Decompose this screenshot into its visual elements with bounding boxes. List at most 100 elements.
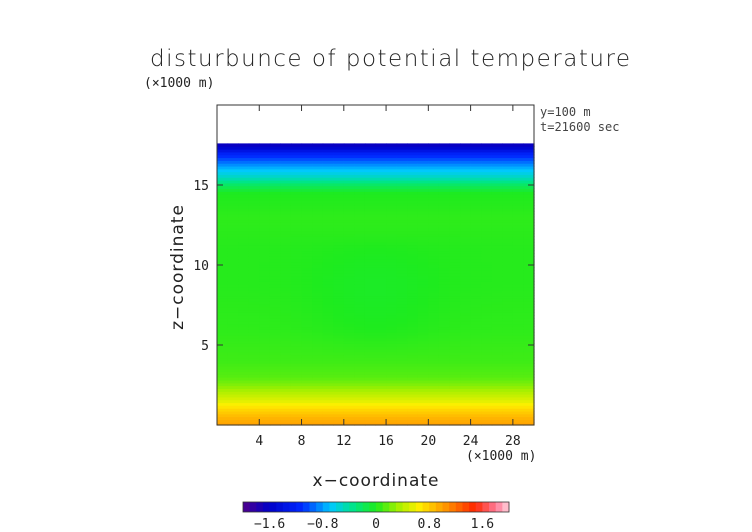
heatmap-cell xyxy=(259,289,271,294)
heatmap-cell xyxy=(491,405,503,409)
heatmap-cell xyxy=(333,354,345,359)
heatmap-cell xyxy=(407,292,419,297)
heatmap-cell xyxy=(470,329,482,333)
heatmap-cell xyxy=(470,371,482,375)
heatmap-cell xyxy=(407,416,419,420)
heatmap-cell xyxy=(502,157,514,161)
heatmap-cell xyxy=(269,303,281,308)
heatmap-cell xyxy=(438,301,451,305)
heatmap-cell xyxy=(470,213,482,218)
heatmap-cell xyxy=(333,334,345,339)
heatmap-cell xyxy=(301,289,313,294)
heatmap-cell xyxy=(438,312,451,316)
heatmap-cell xyxy=(217,236,229,240)
heatmap-cell xyxy=(512,346,525,350)
heatmap-cell xyxy=(428,289,440,294)
heatmap-cell xyxy=(333,174,345,178)
heatmap-cell xyxy=(375,261,387,266)
heatmap-cell xyxy=(227,408,239,412)
heatmap-cell xyxy=(491,363,503,367)
heatmap-cell xyxy=(354,222,366,226)
heatmap-cell xyxy=(481,250,493,254)
heatmap-cell xyxy=(259,146,271,150)
heatmap-cell xyxy=(396,315,408,319)
heatmap-cell xyxy=(280,374,292,378)
heatmap-cell xyxy=(386,180,398,184)
heatmap-cell xyxy=(449,281,461,285)
heatmap-cell xyxy=(269,354,281,359)
heatmap-cell xyxy=(438,360,451,364)
heatmap-cell xyxy=(364,326,377,330)
heatmap-cell xyxy=(460,233,472,237)
heatmap-cell xyxy=(312,160,324,164)
heatmap-cell xyxy=(322,258,334,263)
heatmap-cell xyxy=(491,143,503,147)
heatmap-cell xyxy=(481,408,493,412)
heatmap-cell xyxy=(322,354,334,359)
heatmap-cell xyxy=(375,194,387,198)
heatmap-cell xyxy=(238,289,250,294)
heatmap-cell xyxy=(481,253,493,257)
heatmap-cell xyxy=(386,394,398,398)
heatmap-cell xyxy=(375,202,387,206)
heatmap-cell xyxy=(386,233,398,237)
heatmap-cell xyxy=(407,247,419,252)
heatmap-cell xyxy=(523,374,535,378)
heatmap-cell xyxy=(428,416,440,420)
heatmap-cell xyxy=(491,210,503,215)
heatmap-cell xyxy=(407,312,419,316)
heatmap-cell xyxy=(502,258,514,263)
heatmap-cell xyxy=(301,225,313,229)
heatmap-cell xyxy=(449,413,461,418)
heatmap-cell xyxy=(449,385,461,389)
heatmap-cell xyxy=(333,230,345,235)
heatmap-cell xyxy=(512,374,525,378)
heatmap-cell xyxy=(396,416,408,420)
heatmap-cell xyxy=(217,419,229,423)
heatmap-cell xyxy=(290,388,303,392)
heatmap-cell xyxy=(238,391,250,395)
heatmap-cell xyxy=(290,363,303,367)
heatmap-cell xyxy=(396,371,408,375)
heatmap-cell xyxy=(280,272,292,277)
heatmap-cell xyxy=(312,256,324,260)
heatmap-cell xyxy=(322,239,334,243)
heatmap-cell xyxy=(259,399,271,404)
heatmap-cell xyxy=(364,399,377,404)
heatmap-cell xyxy=(491,348,503,353)
heatmap-cell xyxy=(386,174,398,178)
heatmap-cell xyxy=(333,391,345,395)
heatmap-cell xyxy=(375,233,387,237)
heatmap-cell xyxy=(280,174,292,178)
heatmap-cell xyxy=(470,301,482,305)
heatmap-cell xyxy=(417,396,429,401)
heatmap-cell xyxy=(386,399,398,404)
heatmap-cell xyxy=(333,332,345,336)
heatmap-cell xyxy=(481,382,493,387)
heatmap-cell xyxy=(460,379,472,384)
heatmap-cell xyxy=(227,289,239,294)
heatmap-cell xyxy=(269,360,281,364)
heatmap-cell xyxy=(269,332,281,336)
heatmap-cell xyxy=(333,233,345,237)
heatmap-cell xyxy=(502,196,514,201)
heatmap-cell xyxy=(301,295,313,299)
heatmap-cell xyxy=(428,253,440,257)
heatmap-cell xyxy=(460,278,472,282)
heatmap-cell xyxy=(364,289,377,294)
heatmap-cell xyxy=(259,213,271,218)
heatmap-cell xyxy=(269,394,281,398)
heatmap-cell xyxy=(290,182,303,187)
heatmap-cell xyxy=(354,233,366,237)
heatmap-cell xyxy=(375,225,387,229)
heatmap-cell xyxy=(322,363,334,367)
heatmap-cell xyxy=(248,326,260,330)
heatmap-cell xyxy=(280,394,292,398)
heatmap-cell xyxy=(238,202,250,206)
heatmap-cell xyxy=(491,419,503,423)
heatmap-cell xyxy=(227,365,239,370)
heatmap-cell xyxy=(280,168,292,173)
heatmap-cell xyxy=(470,199,482,204)
heatmap-cell xyxy=(259,244,271,249)
